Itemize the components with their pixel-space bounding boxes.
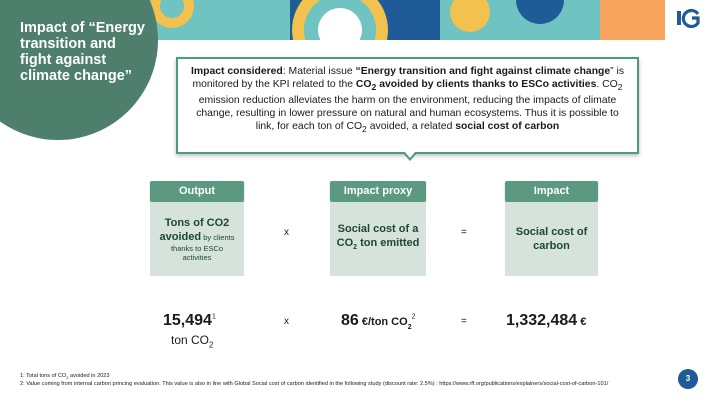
- output-unit: ton CO2: [171, 333, 213, 349]
- company-logo: [677, 8, 700, 28]
- output-bold-text: Tons of CO2 avoided: [159, 217, 230, 243]
- impact-kpi-co2: CO2 avoided by clients thanks to ESCo ac…: [355, 79, 597, 93]
- impact-material-issue: “Energy transition and fight against cli…: [355, 66, 611, 77]
- output-value-number: 15,494: [163, 312, 212, 329]
- box-pointer-inner: [405, 152, 415, 158]
- impact-text-4: emission reduction alleviates the harm o…: [196, 95, 619, 133]
- slide-title: Impact of “Energy transition and fight a…: [20, 20, 145, 84]
- proxy-co-subscript: 2: [353, 244, 358, 252]
- impact-header: Impact: [505, 181, 598, 202]
- impact-proxy-body: Social cost of a CO2 ton emitted: [330, 202, 426, 276]
- proxy-ton-text: ton emitted: [357, 237, 420, 250]
- output-footnote-ref: 1: [211, 313, 216, 321]
- impact-body: Social cost of carbon: [505, 202, 598, 276]
- proxy-line-1: Social cost of a: [337, 223, 419, 236]
- footnote-1-text: 1: Total tons of CO: [20, 373, 67, 379]
- proxy-footnote-ref: 2: [411, 313, 416, 321]
- impact-considered-label: Impact considered: [190, 66, 283, 77]
- impact-text-5: avoided, a related: [366, 121, 456, 133]
- impact-line-2: carbon: [533, 240, 570, 252]
- footnote-1: 1: Total tons of CO2 avoided in 2023: [20, 373, 670, 381]
- equals-operator-2: =: [461, 316, 467, 327]
- output-value: 15,4941: [163, 312, 216, 330]
- footnote-2: 2: Value coming from internal carbon pri…: [20, 381, 609, 388]
- kpi-co-subscript: 2: [371, 82, 377, 93]
- impact-sub-2: 2: [362, 124, 367, 135]
- impact-unit-text: €: [577, 316, 587, 328]
- output-unit-text: ton CO: [171, 333, 210, 347]
- times-operator-2: x: [284, 316, 289, 327]
- kpi-avoided-text: avoided by clients thanks to ESCo activi…: [376, 79, 597, 90]
- impact-text-2: ” is monitored by the KPI related to the: [192, 66, 625, 90]
- impact-text-3: . CO: [596, 79, 618, 90]
- impact-considered-box: Impact considered: Material issue “Energ…: [176, 57, 639, 154]
- footnote-1-subscript: 2: [66, 375, 69, 381]
- impact-proxy-header: Impact proxy: [330, 181, 426, 202]
- proxy-unit-text: €/ton CO: [358, 316, 408, 328]
- impact-line-1: Social cost of: [515, 226, 588, 238]
- output-header: Output: [150, 181, 244, 202]
- output-small-text: thanks to ESCo activities: [170, 244, 224, 262]
- proxy-co-text: CO: [336, 237, 354, 250]
- proxy-unit-subscript: 2: [407, 324, 412, 332]
- output-body: Tons of CO2 avoided by clients thanks to…: [150, 202, 244, 276]
- proxy-value-number: 86: [341, 312, 359, 329]
- impact-sub-1: 2: [617, 82, 623, 93]
- kpi-co-text: CO: [355, 79, 372, 90]
- output-small-inline: by clients: [201, 233, 235, 242]
- impact-value: 1,332,484 €: [506, 312, 586, 330]
- output-body-text: Tons of CO2 avoided by clients: [156, 216, 238, 244]
- proxy-value: 86 €/ton CO2 2: [341, 312, 416, 331]
- page-number-badge: 3: [678, 369, 698, 389]
- times-operator-1: x: [284, 227, 289, 238]
- impact-social-cost: social cost of carbon: [455, 121, 560, 133]
- impact-value-number: 1,332,484: [506, 312, 578, 329]
- proxy-line-2: CO2 ton emitted: [337, 236, 420, 255]
- footnote-1-tail: avoided in 2023: [68, 373, 110, 379]
- output-unit-subscript: 2: [209, 340, 214, 350]
- equals-operator-1: =: [461, 227, 467, 238]
- footnotes: 1: Total tons of CO2 avoided in 2023 2: …: [20, 373, 670, 388]
- impact-text-1: : Material issue: [282, 66, 356, 77]
